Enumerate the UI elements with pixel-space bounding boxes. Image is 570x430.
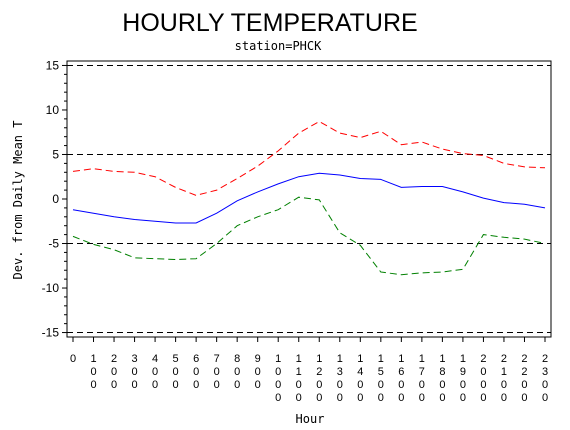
chart-subtitle: station=PHCK [235,39,322,53]
series-line-2 [72,120,546,196]
y-tick-label: -15 [42,326,60,340]
y-tick-label: 0 [52,192,59,206]
x-axis-label: Hour [296,412,325,426]
series-lines [72,120,546,276]
series-line-3 [72,196,546,276]
chart-title: HOURLY TEMPERATURE [122,9,417,37]
y-tick-label: 5 [52,147,59,161]
series-line-1 [72,172,546,224]
y-axis: -15 -10 -5 0 5 10 15 [42,58,67,340]
y-tick-label: 15 [46,58,60,72]
x-tick-label: 0 [70,353,76,365]
y-tick-label: -5 [48,237,59,251]
y-axis-label: Dev. from Daily Mean T [11,121,25,280]
y-tick-label: 10 [46,103,60,117]
y-tick-label: -10 [42,281,60,295]
x-axis: 0 1 0 0 2 0 0 3 0 0 4 0 0 5 0 0 6 0 0 7 0 0 8 0 0 9 0 0 1 0 0 0 1 1 0 0 1 2 0 0… [70,337,548,404]
